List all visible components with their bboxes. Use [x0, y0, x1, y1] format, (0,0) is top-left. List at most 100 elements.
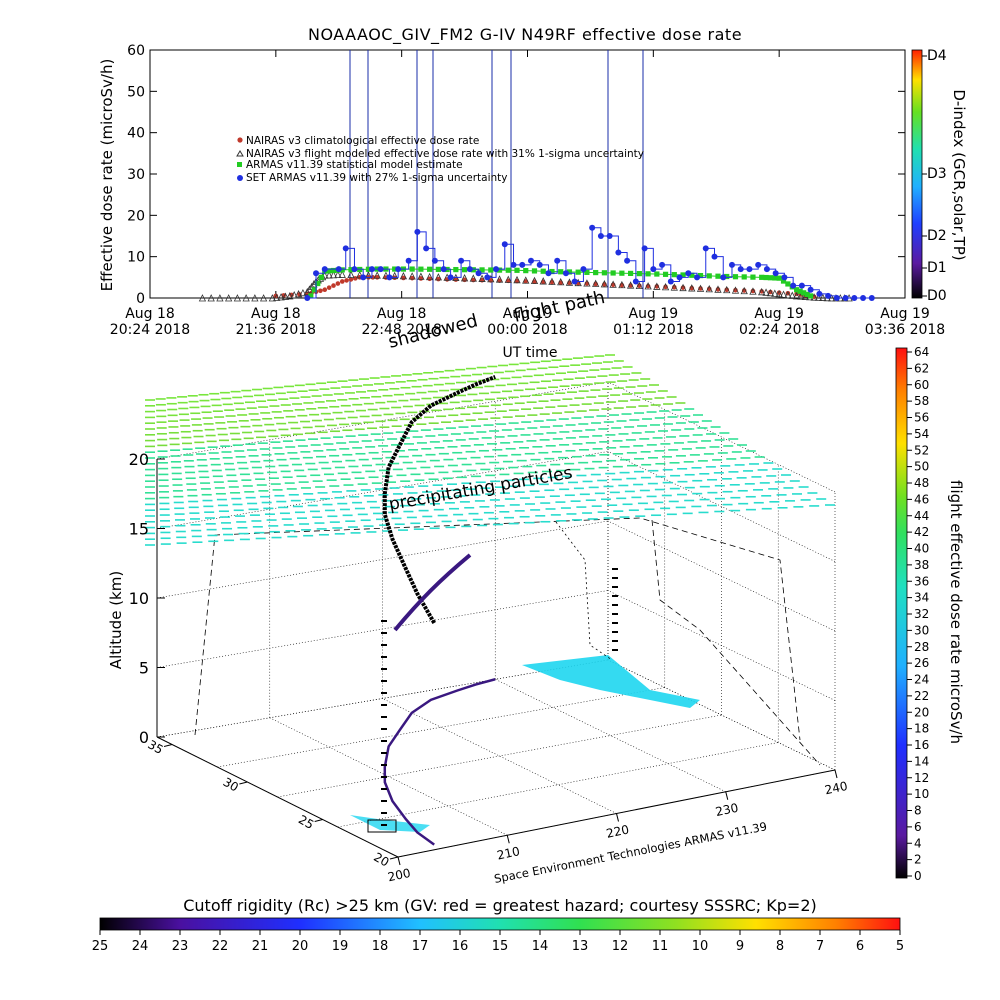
- dose-rate-tick-label: 4: [914, 836, 922, 850]
- data-point: [470, 267, 476, 273]
- dose-rate-tick-label: 36: [914, 574, 929, 588]
- dose-rate-tick-label: 0: [914, 869, 922, 883]
- data-point: [497, 278, 502, 283]
- dose-rate-tick-label: 38: [914, 558, 929, 572]
- data-point: [335, 281, 341, 286]
- data-point: [303, 287, 311, 296]
- takeoff-marker: [367, 819, 397, 833]
- data-point: [566, 269, 573, 275]
- altitude-tick-label: 20: [129, 450, 149, 469]
- data-point: [772, 270, 779, 277]
- data-point: [326, 268, 332, 274]
- data-point: [732, 274, 739, 280]
- data-point: [308, 293, 314, 299]
- cutoff-tick-label: 5: [896, 939, 904, 954]
- data-point: [860, 295, 867, 301]
- data-point: [667, 278, 674, 285]
- top-y-tick-label: 0: [136, 291, 145, 307]
- data-point: [409, 266, 415, 272]
- data-point: [460, 274, 469, 282]
- data-point: [775, 289, 783, 298]
- data-point: [679, 283, 687, 292]
- data-point: [689, 272, 695, 278]
- dose-rate-tick-label: 42: [914, 525, 929, 539]
- top-x-tick-label-date: Aug 19: [629, 306, 679, 322]
- data-point: [453, 266, 459, 273]
- data-point: [513, 275, 521, 284]
- data-point: [724, 273, 730, 280]
- data-point: [851, 295, 858, 301]
- latitude-ticks: 20 25 30 35: [145, 737, 399, 870]
- altitude-tick-label: 0: [139, 728, 149, 747]
- data-point: [696, 284, 705, 292]
- data-point: [797, 292, 805, 300]
- 3d-floor-features: [194, 517, 821, 833]
- dose-rate-tick-label: 40: [914, 542, 929, 556]
- top-x-tick-label-date: Aug 19: [754, 306, 804, 322]
- data-point: [763, 274, 769, 281]
- data-point: [479, 267, 485, 273]
- data-point: [294, 289, 303, 298]
- data-point: [771, 289, 779, 297]
- data-point: [386, 274, 393, 281]
- data-point: [801, 290, 807, 296]
- data-point: [351, 266, 358, 273]
- wall-projection: [194, 517, 801, 741]
- dose-rate-tick-label: 64: [914, 345, 929, 359]
- dose-rate-tick-label: 26: [914, 656, 929, 670]
- data-point: [304, 295, 311, 301]
- cutoff-tick-label: 15: [492, 939, 509, 954]
- data-point: [522, 276, 530, 284]
- latitude-tick: [389, 856, 399, 860]
- data-point: [784, 291, 792, 299]
- data-point: [554, 257, 561, 264]
- cutoff-tick-label: 6: [856, 939, 864, 954]
- cutoff-tick-label: 23: [172, 939, 189, 954]
- altitude-tick-label: 5: [139, 659, 149, 678]
- data-point: [478, 274, 486, 282]
- cutoff-tick-label: 11: [652, 939, 669, 954]
- data-point: [610, 270, 616, 276]
- data-point: [619, 270, 625, 276]
- data-point: [557, 277, 565, 286]
- data-point: [661, 282, 670, 291]
- latitude-tick-label: 30: [221, 775, 241, 795]
- annotation-flight-path: flight path: [512, 287, 607, 327]
- data-point: [347, 270, 355, 279]
- dose-rate-tick-label: 8: [914, 804, 922, 818]
- credit-text: Space Environment Technologies ARMAS v11…: [493, 819, 768, 886]
- data-point: [816, 290, 823, 297]
- top-x-tick-label-date: Aug 18: [251, 306, 301, 322]
- data-point: [833, 295, 840, 301]
- data-point: [807, 286, 814, 293]
- data-point: [763, 266, 770, 273]
- cutoff-tick-label: 14: [532, 939, 549, 954]
- data-point: [628, 270, 634, 277]
- data-point: [705, 285, 713, 293]
- cutoff-tick-label: 12: [612, 939, 629, 954]
- cutoff-tick-label: 10: [692, 939, 709, 954]
- data-point: [348, 267, 354, 273]
- data-point: [325, 271, 333, 279]
- data-point: [475, 270, 482, 277]
- grid-line: [217, 687, 665, 768]
- data-point: [644, 282, 652, 290]
- data-point: [772, 275, 778, 281]
- data-point: [496, 267, 503, 273]
- data-point: [233, 294, 242, 302]
- data-point: [418, 266, 424, 272]
- data-point: [636, 271, 642, 277]
- dindex-ticks: D0 D1 D2 D3 D4: [922, 48, 947, 304]
- data-point: [706, 273, 712, 279]
- grid-line: [607, 381, 836, 493]
- data-point: [305, 285, 314, 293]
- dose-rate-colorbar-label: flight effective dose rate microSv/h: [947, 480, 965, 744]
- data-point: [653, 282, 661, 290]
- cutoff-tick-label: 13: [572, 939, 589, 954]
- cutoff-tick-label: 17: [412, 939, 429, 954]
- data-point: [484, 274, 491, 281]
- latitude-tick: [239, 781, 248, 785]
- dose-rate-tick-label: 2: [914, 853, 922, 867]
- grid-line: [607, 659, 836, 771]
